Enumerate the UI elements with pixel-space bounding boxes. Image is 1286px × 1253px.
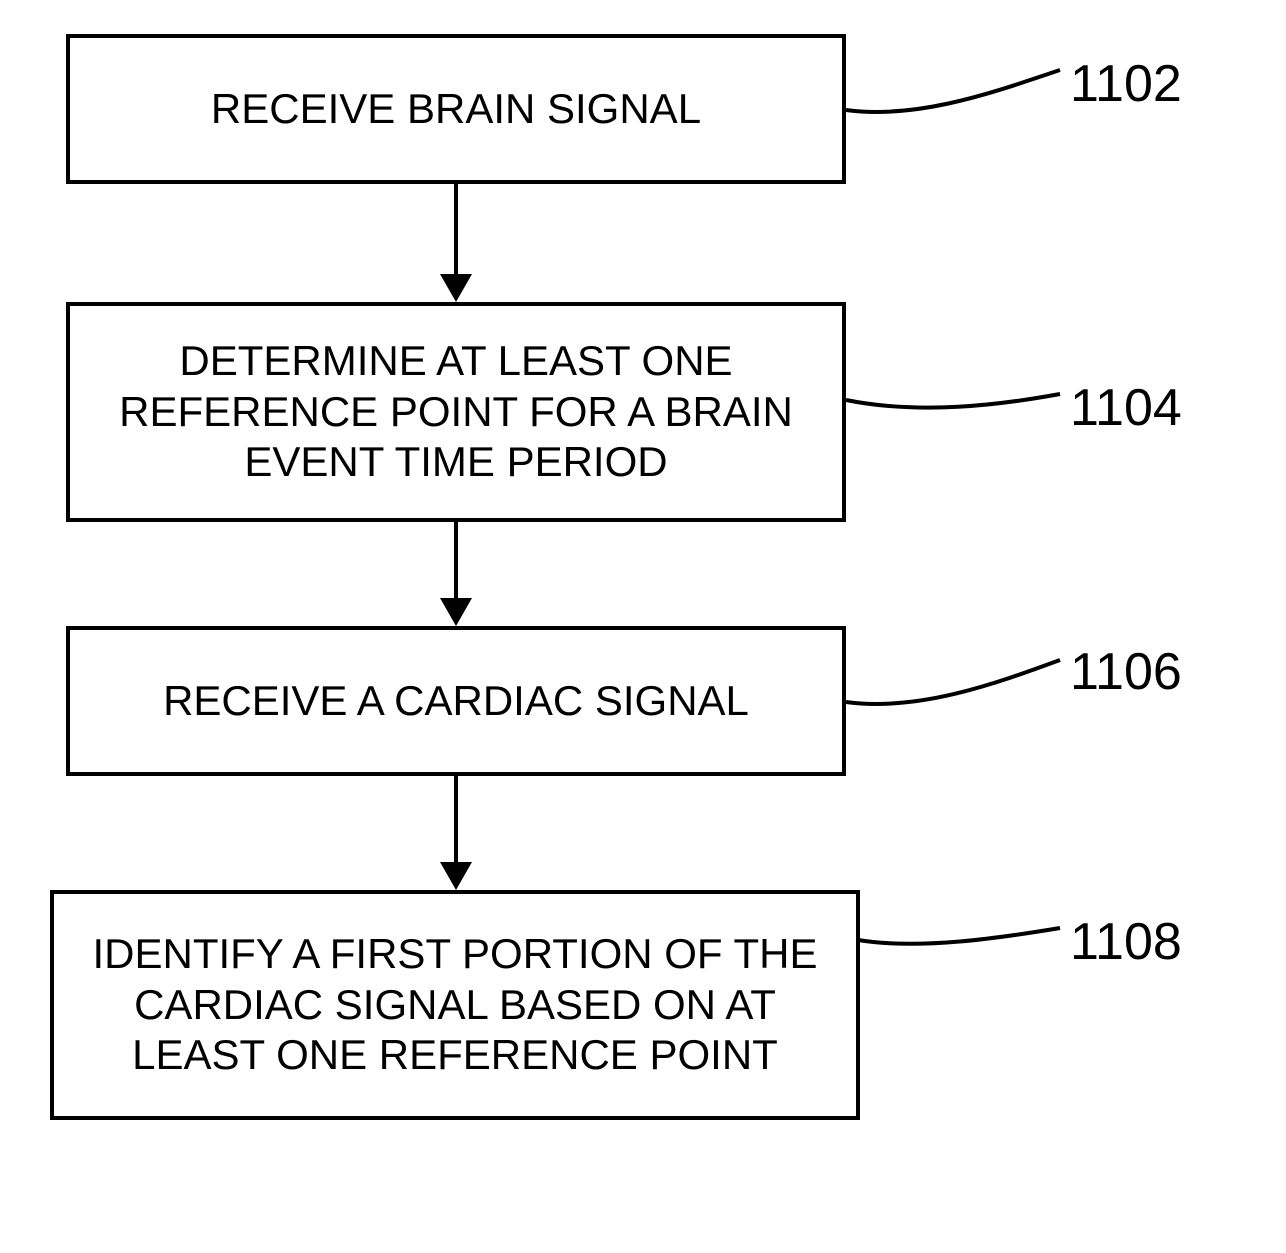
flow-step-1-text: RECEIVE BRAIN SIGNAL bbox=[211, 84, 701, 134]
flow-step-4-label: 1108 bbox=[1070, 912, 1182, 972]
flow-step-1-label: 1102 bbox=[1070, 54, 1182, 114]
flow-step-1: RECEIVE BRAIN SIGNAL bbox=[66, 34, 846, 184]
flow-step-3-label: 1106 bbox=[1070, 642, 1182, 702]
flow-step-2-text: DETERMINE AT LEAST ONE REFERENCE POINT F… bbox=[82, 336, 830, 487]
flow-step-2: DETERMINE AT LEAST ONE REFERENCE POINT F… bbox=[66, 302, 846, 522]
flowchart-canvas: RECEIVE BRAIN SIGNAL 1102 DETERMINE AT L… bbox=[0, 0, 1286, 1253]
flow-step-4: IDENTIFY A FIRST PORTION OF THE CARDIAC … bbox=[50, 890, 860, 1120]
flow-step-4-text: IDENTIFY A FIRST PORTION OF THE CARDIAC … bbox=[66, 929, 844, 1080]
flow-step-3-text: RECEIVE A CARDIAC SIGNAL bbox=[163, 676, 749, 726]
flow-step-3: RECEIVE A CARDIAC SIGNAL bbox=[66, 626, 846, 776]
flow-step-2-label: 1104 bbox=[1070, 378, 1182, 438]
